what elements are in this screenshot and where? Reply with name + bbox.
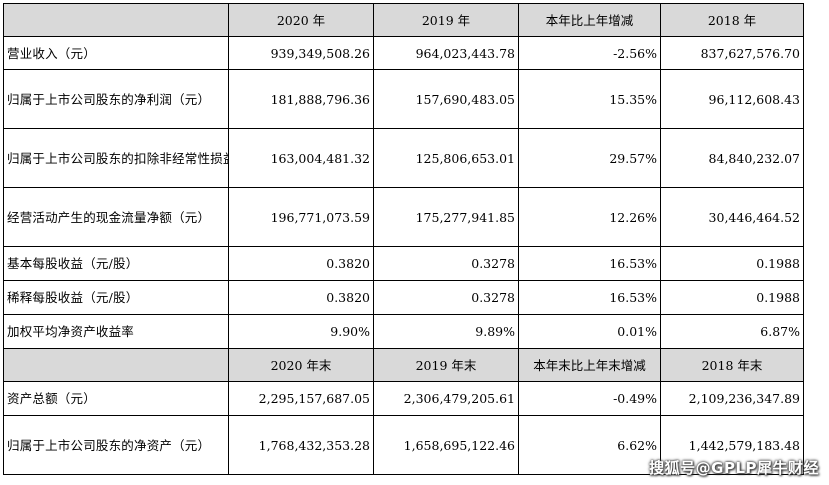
header-cell-blank bbox=[3, 3, 229, 37]
table-row: 归属于上市公司股东的扣除非经常性损益的净利润（元） 163,004,481.32… bbox=[3, 128, 804, 188]
value-change: 6.62% bbox=[518, 415, 661, 475]
value-change: 16.53% bbox=[518, 280, 661, 315]
value-2018: 1,442,579,183.48 bbox=[660, 415, 804, 475]
row-label: 经营活动产生的现金流量净额（元） bbox=[3, 187, 229, 247]
table-row: 资产总额（元） 2,295,157,687.05 2,306,479,205.6… bbox=[3, 381, 804, 416]
subheader-cell-blank bbox=[3, 348, 229, 382]
row-label: 归属于上市公司股东的净资产（元） bbox=[3, 415, 229, 475]
value-2018: 0.1988 bbox=[660, 246, 804, 281]
value-2018: 96,112,608.43 bbox=[660, 69, 804, 129]
value-2018: 84,840,232.07 bbox=[660, 128, 804, 188]
row-label: 营业收入（元） bbox=[3, 36, 229, 70]
watermark-text: 搜狐号@GPLP犀牛财经 bbox=[649, 459, 819, 477]
value-change: 16.53% bbox=[518, 246, 661, 281]
value-2020: 0.3820 bbox=[228, 246, 374, 281]
value-change: 0.01% bbox=[518, 314, 661, 349]
value-2020: 0.3820 bbox=[228, 280, 374, 315]
value-change: 15.35% bbox=[518, 69, 661, 129]
table-header-row: 2020 年 2019 年 本年比上年增减 2018 年 bbox=[3, 3, 804, 37]
value-change: 12.26% bbox=[518, 187, 661, 247]
value-2018: 2,109,236,347.89 bbox=[660, 381, 804, 416]
row-label: 加权平均净资产收益率 bbox=[3, 314, 229, 349]
value-2020: 939,349,508.26 bbox=[228, 36, 374, 70]
value-2018: 30,446,464.52 bbox=[660, 187, 804, 247]
value-2020: 1,768,432,353.28 bbox=[228, 415, 374, 475]
value-change: 29.57% bbox=[518, 128, 661, 188]
table-row: 基本每股收益（元/股） 0.3820 0.3278 16.53% 0.1988 bbox=[3, 246, 804, 281]
value-2019: 9.89% bbox=[373, 314, 519, 349]
header-cell-2019: 2019 年 bbox=[373, 3, 519, 37]
value-change: -0.49% bbox=[518, 381, 661, 416]
row-label: 归属于上市公司股东的净利润（元） bbox=[3, 69, 229, 129]
value-2020: 196,771,073.59 bbox=[228, 187, 374, 247]
header-cell-change: 本年比上年增减 bbox=[518, 3, 661, 37]
table-row: 营业收入（元） 939,349,508.26 964,023,443.78 -2… bbox=[3, 36, 804, 70]
value-2020: 2,295,157,687.05 bbox=[228, 381, 374, 416]
row-label: 稀释每股收益（元/股） bbox=[3, 280, 229, 315]
value-2019: 125,806,653.01 bbox=[373, 128, 519, 188]
header-cell-2020: 2020 年 bbox=[228, 3, 374, 37]
value-2019: 1,658,695,122.46 bbox=[373, 415, 519, 475]
value-2018: 837,627,576.70 bbox=[660, 36, 804, 70]
table-row: 加权平均净资产收益率 9.90% 9.89% 0.01% 6.87% bbox=[3, 314, 804, 349]
table-row: 归属于上市公司股东的净利润（元） 181,888,796.36 157,690,… bbox=[3, 69, 804, 129]
subheader-cell-change: 本年末比上年末增减 bbox=[518, 348, 661, 382]
value-change: -2.56% bbox=[518, 36, 661, 70]
row-label: 基本每股收益（元/股） bbox=[3, 246, 229, 281]
table-row: 稀释每股收益（元/股） 0.3820 0.3278 16.53% 0.1988 bbox=[3, 280, 804, 315]
value-2018: 6.87% bbox=[660, 314, 804, 349]
financial-summary-table: 2020 年 2019 年 本年比上年增减 2018 年 营业收入（元） 939… bbox=[3, 3, 804, 475]
value-2020: 9.90% bbox=[228, 314, 374, 349]
value-2019: 2,306,479,205.61 bbox=[373, 381, 519, 416]
value-2018: 0.1988 bbox=[660, 280, 804, 315]
header-cell-2018: 2018 年 bbox=[660, 3, 804, 37]
value-2019: 175,277,941.85 bbox=[373, 187, 519, 247]
subheader-cell-2020: 2020 年末 bbox=[228, 348, 374, 382]
subheader-cell-2018: 2018 年末 bbox=[660, 348, 804, 382]
row-label: 归属于上市公司股东的扣除非经常性损益的净利润（元） bbox=[3, 128, 229, 188]
value-2019: 0.3278 bbox=[373, 246, 519, 281]
row-label: 资产总额（元） bbox=[3, 381, 229, 416]
value-2020: 163,004,481.32 bbox=[228, 128, 374, 188]
table-row: 归属于上市公司股东的净资产（元） 1,768,432,353.28 1,658,… bbox=[3, 415, 804, 475]
table-subheader-row: 2020 年末 2019 年末 本年末比上年末增减 2018 年末 bbox=[3, 348, 804, 382]
value-2019: 964,023,443.78 bbox=[373, 36, 519, 70]
value-2019: 0.3278 bbox=[373, 280, 519, 315]
subheader-cell-2019: 2019 年末 bbox=[373, 348, 519, 382]
table-row: 经营活动产生的现金流量净额（元） 196,771,073.59 175,277,… bbox=[3, 187, 804, 247]
value-2019: 157,690,483.05 bbox=[373, 69, 519, 129]
value-2020: 181,888,796.36 bbox=[228, 69, 374, 129]
